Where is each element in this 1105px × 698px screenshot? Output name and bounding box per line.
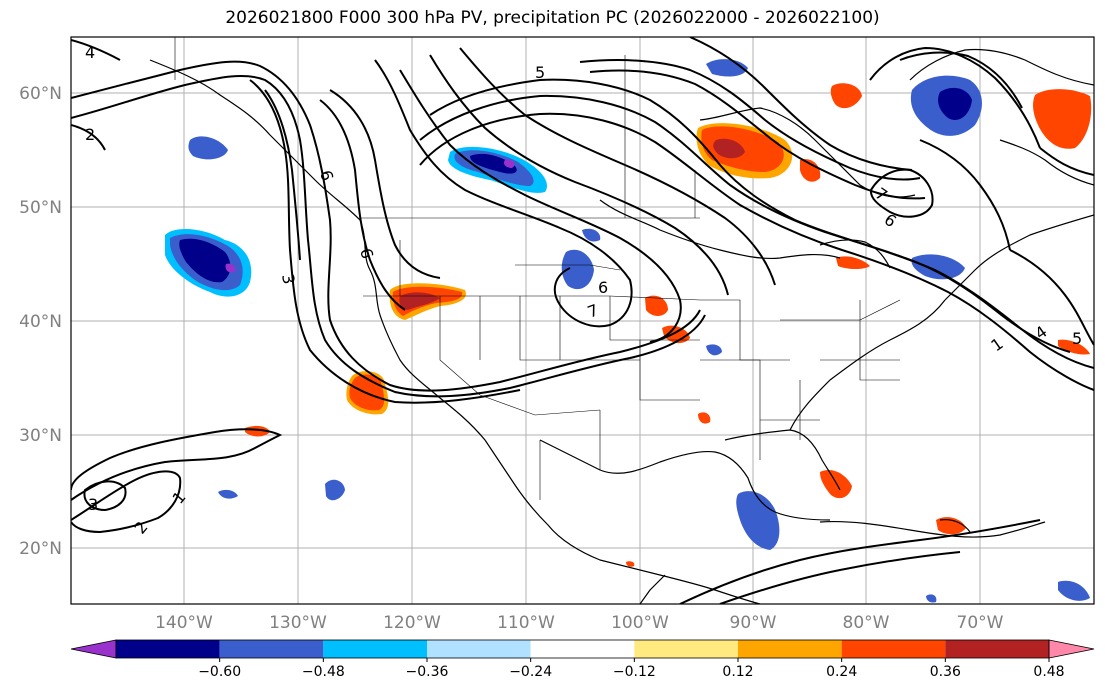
contour-label: 6 (598, 278, 608, 297)
lon-label: 100°W (611, 613, 669, 633)
contour-label: 6 (316, 168, 337, 183)
colorbar-tick-label: −0.48 (302, 664, 345, 680)
colorbar-tick-label: 0.36 (930, 664, 961, 680)
lon-label: 120°W (383, 613, 441, 633)
colorbar-segment (945, 640, 1049, 658)
contour-label: 6 (356, 246, 377, 261)
colorbar-segment (116, 640, 220, 658)
contour-label: 4 (85, 43, 95, 62)
contour-label: 5 (1072, 329, 1082, 348)
lon-label: 140°W (155, 613, 213, 633)
lon-label: 110°W (497, 613, 555, 633)
latitude-labels: 60°N 50°N 40°N 30°N 20°N (19, 84, 62, 559)
colorbar-tick-label: −0.24 (509, 664, 552, 680)
political-borders (174, 37, 901, 500)
map-frame (70, 36, 1095, 605)
contour-label: 2 (85, 125, 95, 144)
lat-label: 60°N (19, 84, 62, 104)
colorbar-segment (219, 640, 324, 658)
map-title: 2026021800 F000 300 hPa PV, precipitatio… (225, 8, 880, 28)
colorbar-tick-label: 0.24 (826, 664, 857, 680)
colorbar-segment (427, 640, 531, 658)
colorbar-tick-labels: −0.60 −0.48 −0.36 −0.24 −0.12 0.12 0.24 0.36 0.4… (198, 658, 1065, 680)
colorbar-segment (323, 640, 427, 658)
contour-label: 5 (535, 63, 545, 82)
contour-label: 3 (88, 495, 98, 514)
lon-label: 70°W (957, 613, 1004, 633)
lat-label: 50°N (19, 198, 62, 218)
lat-label: 20°N (19, 539, 62, 559)
pv-contours (71, 37, 1094, 604)
lon-label: 130°W (269, 613, 327, 633)
colorbar-tick-label: −0.60 (198, 664, 241, 680)
lat-label: 40°N (19, 312, 62, 332)
longitude-labels: 140°W 130°W 120°W 110°W 100°W 90°W 80°W … (155, 613, 1004, 633)
colorbar-extend-high (1048, 639, 1095, 659)
colorbar-outline (115, 639, 1050, 659)
colorbar-segment (841, 640, 946, 658)
contour-label: 3 (278, 272, 298, 285)
lon-label: 80°W (843, 613, 890, 633)
colorbar-tick-label: 0.12 (722, 664, 753, 680)
colorbar-segment (530, 640, 635, 658)
colorbar-segment (634, 640, 738, 658)
lon-label: 90°W (730, 613, 777, 633)
colorbar-extend-low (70, 639, 117, 659)
colorbar-tick-label: 0.48 (1033, 664, 1064, 680)
colorbar-tick-label: −0.12 (613, 664, 656, 680)
lat-label: 30°N (19, 426, 62, 446)
colorbar (70, 639, 1095, 659)
colorbar-tick-label: −0.36 (406, 664, 449, 680)
colorbar-segment (738, 640, 842, 658)
